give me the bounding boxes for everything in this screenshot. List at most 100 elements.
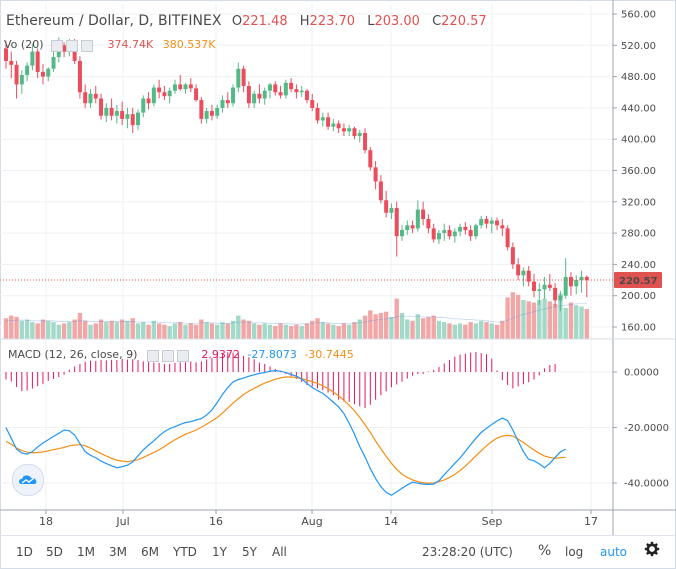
candle-body [151, 87, 156, 104]
volume-bar [500, 320, 505, 339]
candle [167, 87, 172, 104]
macd-y-tick-label: -20.0000 [624, 423, 669, 434]
eye-icon[interactable] [146, 349, 159, 362]
range-ytd-button[interactable]: YTD [173, 545, 197, 559]
volume-bar [510, 292, 516, 339]
candle [215, 104, 220, 119]
close-icon[interactable] [176, 349, 189, 362]
low-label: L [367, 14, 375, 29]
x-tick-label: 16 [209, 515, 223, 528]
volume-bar [442, 322, 447, 339]
volume-bar [552, 303, 558, 339]
volume-bar [362, 315, 368, 339]
candle [341, 123, 346, 137]
eye-icon[interactable] [51, 39, 63, 52]
candle-body [415, 209, 420, 229]
settings-icon[interactable] [66, 39, 78, 52]
candle-body [246, 85, 251, 104]
volume-bar [278, 323, 283, 339]
clock-time[interactable]: 23:28:20 (UTC) [422, 545, 513, 559]
range-5d-button[interactable]: 5D [46, 545, 63, 559]
percent-toggle[interactable]: % [538, 543, 552, 559]
y-tick-label: 560.00 [621, 10, 656, 21]
macd-signal-value: -30.7445 [304, 348, 354, 361]
candle [310, 93, 315, 112]
chart-canvas[interactable]: 160.00 200.00 240.00 280.00 320.00 360.00 400.… [0, 0, 676, 535]
candle [130, 107, 135, 133]
candle-body [220, 100, 225, 108]
auto-toggle[interactable]: auto [600, 545, 628, 559]
settings-icon[interactable] [161, 349, 174, 362]
candle-body [25, 65, 30, 76]
volume-bar [24, 319, 30, 339]
candle-body [299, 90, 304, 93]
candle [252, 90, 257, 108]
candle-body [72, 45, 77, 61]
range-1d-button[interactable]: 1D [16, 545, 33, 559]
macd-y-tick-label: 0.0000 [624, 368, 659, 379]
candle [384, 190, 389, 218]
volume-label: Vo [4, 38, 18, 51]
candle-body [241, 68, 246, 86]
macd-histogram-value: 2.9372 [201, 348, 240, 361]
volume-bar [479, 320, 484, 339]
candle [553, 283, 558, 307]
range-5y-button[interactable]: 5Y [242, 545, 257, 559]
range-1m-button[interactable]: 1M [77, 545, 95, 559]
open-value: 221.48 [242, 14, 288, 29]
volume-bar [178, 322, 183, 339]
gear-icon[interactable] [644, 541, 660, 560]
candle-body [400, 229, 404, 237]
axes[interactable]: 160.00 200.00 240.00 280.00 320.00 360.00 400.… [0, 0, 676, 535]
candle-body [473, 225, 478, 237]
candle [236, 62, 241, 93]
macd-label[interactable]: MACD (12, 26, close, 9) [8, 348, 138, 361]
range-3m-button[interactable]: 3M [109, 545, 127, 559]
volume-bar [77, 313, 83, 339]
candle-body [273, 84, 278, 93]
candle-body [183, 84, 188, 90]
candle [278, 85, 283, 99]
candle [373, 161, 378, 190]
candle-body [479, 219, 484, 226]
candle [347, 125, 352, 137]
volume-bar [209, 323, 215, 339]
candle [584, 275, 589, 298]
volume-bar [35, 323, 40, 339]
volume-bar [357, 319, 362, 339]
candle [30, 43, 35, 71]
candle [273, 81, 278, 96]
candle-body [257, 93, 262, 99]
range-6m-button[interactable]: 6M [141, 545, 159, 559]
candle [88, 89, 93, 108]
candle [299, 85, 304, 97]
candle-body [4, 48, 8, 61]
candle-body [231, 87, 236, 104]
macd-y-tick-label: -40.0000 [624, 479, 669, 490]
close-icon[interactable] [81, 39, 93, 52]
candle-body [178, 84, 183, 90]
candle [188, 78, 193, 93]
y-tick-label: 240.00 [621, 260, 656, 271]
range-all-button[interactable]: All [272, 545, 287, 559]
symbol-title[interactable]: Ethereum / Dollar, D, BITFINEX [6, 13, 222, 29]
volume-bar [288, 326, 294, 339]
volume-bar [494, 324, 500, 339]
volume-bar [215, 324, 220, 339]
candle-body [19, 75, 24, 85]
candle-body [304, 90, 309, 101]
cloud-icon[interactable] [12, 464, 44, 496]
candle [125, 107, 130, 129]
candle-body [405, 225, 410, 230]
candle-body [215, 107, 220, 116]
candle [574, 275, 579, 295]
volume-bar [283, 324, 289, 339]
log-toggle[interactable]: log [565, 545, 584, 559]
candle [563, 258, 568, 299]
volume-bar [389, 316, 394, 339]
candle [315, 103, 320, 124]
volume-bar [473, 323, 479, 339]
macd-line [5, 370, 566, 496]
volume-bar [83, 320, 88, 339]
range-1y-button[interactable]: 1Y [212, 545, 227, 559]
